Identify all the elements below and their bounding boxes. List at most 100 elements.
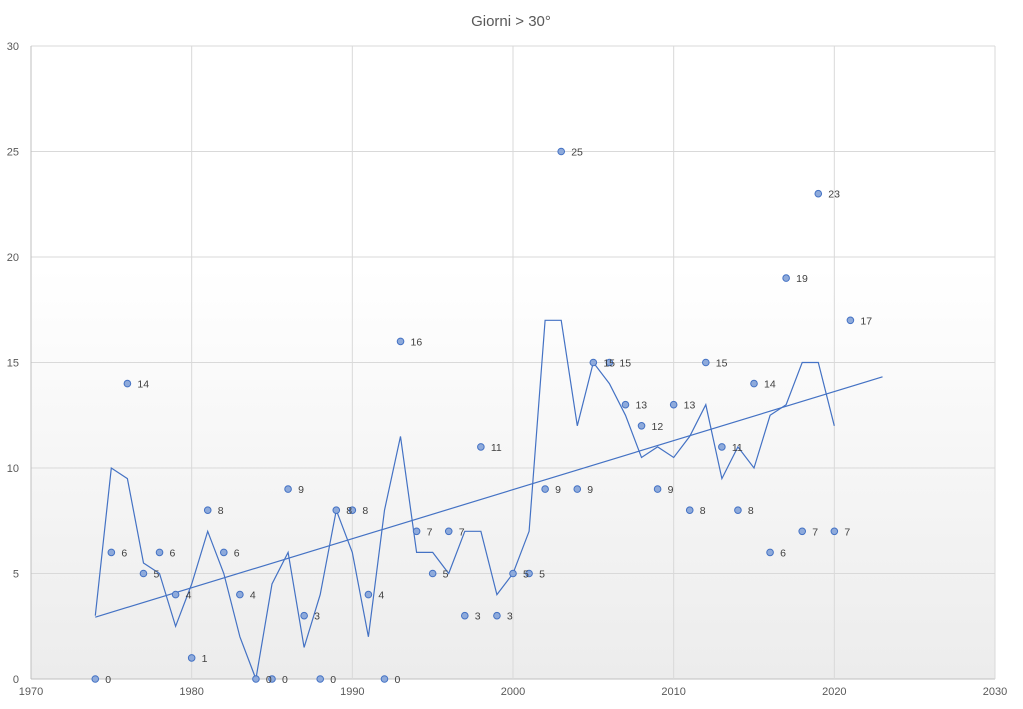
y-tick-label: 25	[7, 147, 19, 159]
data-label: 3	[475, 611, 481, 623]
data-label: 15	[716, 358, 728, 370]
data-label: 8	[218, 505, 224, 517]
data-point	[589, 358, 598, 367]
data-point	[734, 506, 742, 515]
data-point	[220, 548, 228, 557]
data-point	[750, 379, 758, 388]
x-tick-label: 1990	[340, 686, 364, 698]
data-point	[541, 485, 549, 493]
x-tick-label: 2000	[501, 686, 525, 698]
data-point	[573, 485, 582, 493]
data-label: 7	[427, 526, 433, 538]
data-point	[428, 569, 437, 578]
data-label: 16	[411, 336, 423, 348]
data-label: 9	[668, 484, 674, 496]
data-point	[380, 675, 389, 683]
data-point	[171, 590, 180, 599]
data-label: 0	[282, 674, 288, 686]
data-point	[316, 675, 325, 683]
data-label: 5	[443, 569, 449, 581]
data-point	[348, 506, 357, 515]
data-label: 17	[860, 315, 872, 327]
data-label: 5	[539, 569, 545, 581]
y-tick-label: 10	[7, 463, 19, 475]
y-tick-label: 0	[13, 674, 19, 686]
data-point	[669, 400, 678, 409]
data-point	[123, 379, 132, 388]
x-tick-label: 1970	[19, 686, 43, 698]
data-point	[268, 675, 276, 683]
data-point	[798, 527, 807, 536]
data-point	[766, 548, 774, 557]
data-label: 7	[844, 526, 850, 538]
gridlines	[30, 45, 996, 680]
data-point	[702, 358, 710, 367]
data-point	[525, 569, 533, 578]
data-point	[830, 527, 839, 536]
data-point	[718, 443, 726, 451]
data-point	[637, 422, 646, 430]
data-point	[284, 485, 292, 493]
data-label: 7	[812, 526, 818, 538]
data-label: 4	[250, 590, 256, 602]
data-label: 13	[635, 400, 647, 412]
data-point	[444, 527, 453, 536]
data-label: 15	[619, 358, 631, 370]
data-point	[396, 337, 405, 346]
data-label: 6	[780, 547, 786, 559]
data-point	[557, 147, 566, 156]
data-label: 9	[298, 484, 304, 496]
x-tick-label: 2010	[661, 686, 685, 698]
y-tick-label: 30	[7, 41, 19, 53]
data-point	[139, 569, 148, 578]
data-point	[332, 506, 341, 515]
data-point	[846, 316, 855, 325]
data-label: 13	[684, 400, 696, 412]
data-label: 19	[796, 273, 808, 285]
data-point	[621, 400, 630, 409]
data-label: 8	[748, 505, 754, 517]
data-point	[461, 611, 469, 620]
data-point	[236, 590, 244, 599]
data-point	[187, 654, 196, 662]
data-label: 9	[587, 484, 593, 496]
trend-line	[95, 376, 883, 618]
data-point	[91, 675, 100, 683]
y-tick-label: 20	[7, 252, 19, 264]
data-label: 8	[346, 505, 352, 517]
data-label: 8	[362, 505, 368, 517]
data-label: 7	[459, 526, 465, 538]
series-lines	[94, 319, 883, 682]
data-label: 12	[652, 421, 664, 433]
data-point	[509, 569, 517, 578]
data-point	[782, 274, 790, 282]
data-label: 5	[153, 569, 159, 581]
data-point	[203, 506, 212, 515]
data-label: 11	[732, 442, 743, 454]
data-point	[493, 611, 501, 620]
data-point	[107, 548, 116, 557]
data-point	[685, 506, 694, 515]
data-points	[91, 147, 855, 683]
data-point	[653, 485, 662, 493]
data-label: 0	[266, 674, 272, 686]
data-label: 5	[523, 569, 529, 581]
data-point	[252, 675, 260, 683]
data-label: 6	[234, 547, 240, 559]
data-label: 25	[571, 147, 583, 159]
data-point	[300, 611, 308, 620]
data-label: 0	[105, 674, 111, 686]
data-label: 3	[507, 611, 513, 623]
data-label: 0	[330, 674, 336, 686]
data-label: 11	[491, 442, 502, 454]
data-point	[814, 189, 823, 198]
data-label: 4	[186, 590, 192, 602]
x-tick-label: 2030	[983, 686, 1007, 698]
data-label: 3	[314, 611, 320, 623]
data-label: 15	[603, 358, 615, 370]
data-label: 9	[555, 484, 561, 496]
